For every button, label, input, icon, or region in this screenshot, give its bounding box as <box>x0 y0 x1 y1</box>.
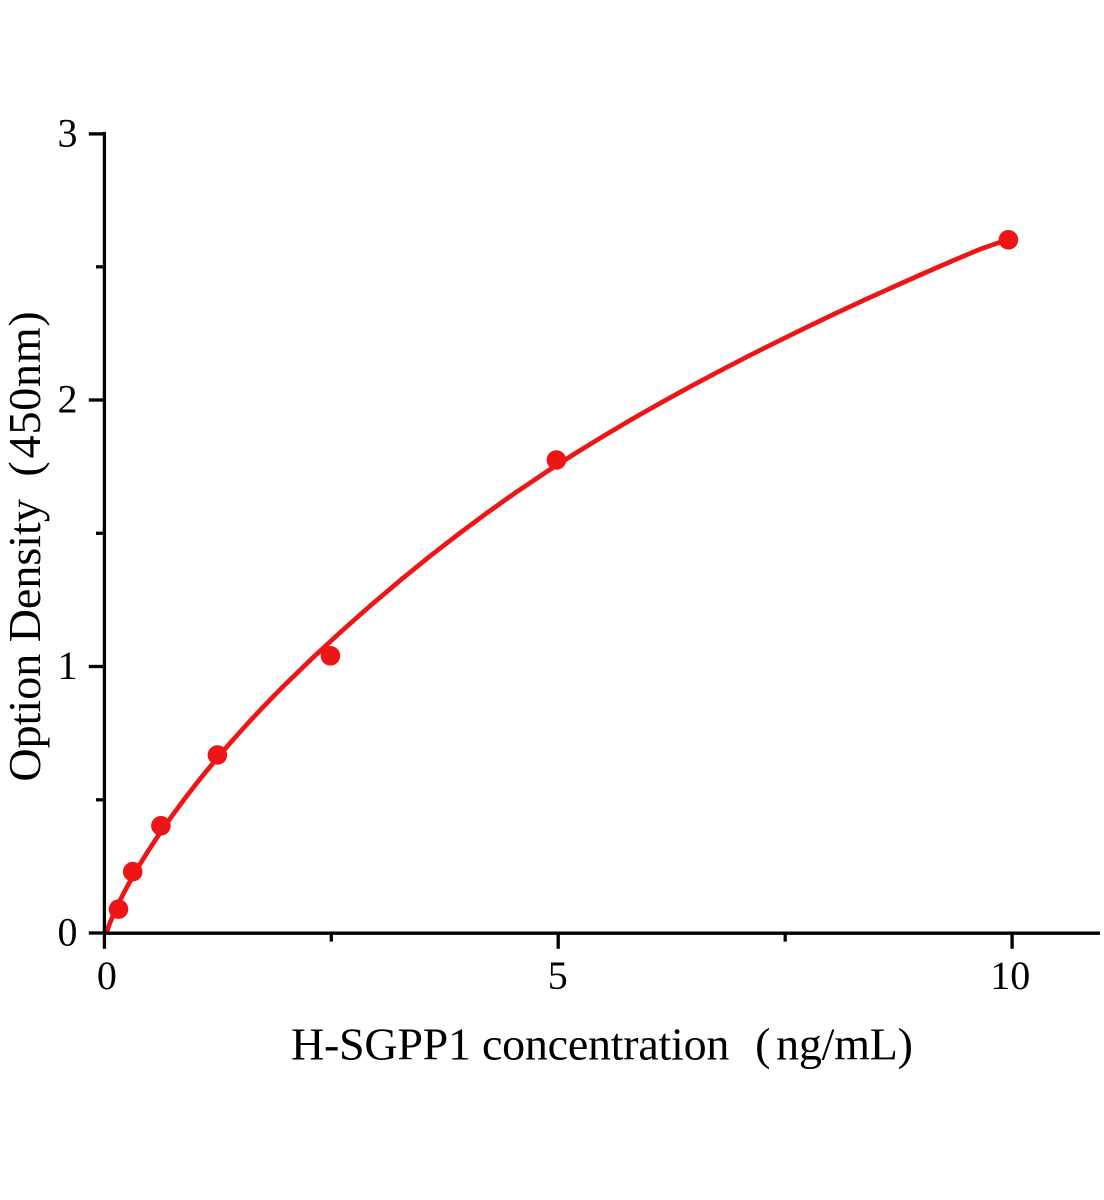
svg-text:5: 5 <box>548 953 568 998</box>
svg-text:H-SGPP1 concentration(ng/mL): H-SGPP1 concentration(ng/mL) <box>291 1018 913 1069</box>
svg-text:0: 0 <box>58 910 78 955</box>
svg-text:10: 10 <box>990 953 1030 998</box>
svg-text:3: 3 <box>58 110 78 155</box>
svg-text:0: 0 <box>97 953 117 998</box>
svg-text:2: 2 <box>58 377 78 422</box>
svg-text:Option Density(450nm): Option Density(450nm) <box>0 310 50 781</box>
svg-text:1: 1 <box>58 643 78 688</box>
